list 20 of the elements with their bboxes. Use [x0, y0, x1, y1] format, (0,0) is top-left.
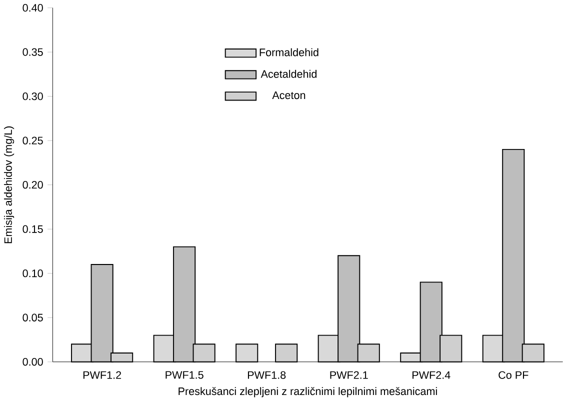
- x-tick-label: PWF2.1: [330, 371, 368, 379]
- y-tick-label: 0.35: [22, 48, 43, 56]
- x-tick-label: PWF2.4: [412, 371, 450, 379]
- legend-label: Acetaldehid: [260, 70, 316, 78]
- y-axis-title: Emisija aldehidov (mg/L): [4, 126, 14, 243]
- y-tick-label: 0.40: [22, 4, 43, 12]
- x-tick-label: Co PF: [498, 371, 528, 379]
- y-tick-label: 0.05: [22, 314, 43, 322]
- y-tick-label: 0.10: [22, 269, 43, 278]
- legend-label: Formaldehid: [260, 48, 318, 56]
- y-tick-label: 0.20: [22, 180, 43, 189]
- x-axis-title: Preskušanci zlepljeni z različnimi lepilnimi mešanicami: [178, 387, 437, 398]
- y-tick-label: 0.15: [22, 225, 43, 233]
- y-tick-label: 0.00: [22, 358, 43, 366]
- x-tick-label: PWF1.8: [248, 371, 286, 379]
- x-tick-label: PWF1.5: [166, 371, 204, 379]
- y-tick-label: 0.30: [22, 92, 43, 100]
- x-tick-label: PWF1.2: [83, 371, 122, 379]
- legend-label: Aceton: [272, 91, 306, 99]
- y-tick-label: 0.25: [22, 136, 43, 144]
